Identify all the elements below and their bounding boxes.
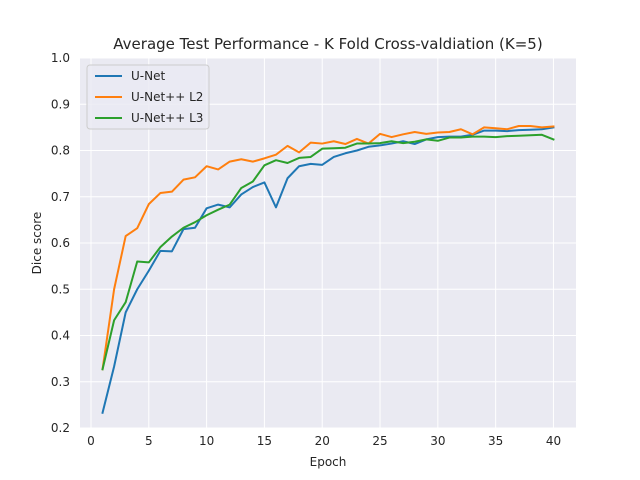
chart-title: Average Test Performance - K Fold Cross-… [113,35,542,53]
x-tick-label: 30 [430,434,445,448]
y-tick-label: 0.3 [51,375,70,389]
y-tick-label: 0.5 [51,282,70,296]
y-tick-label: 0.6 [51,236,70,250]
x-tick-label: 5 [145,434,153,448]
x-axis-label: Epoch [310,455,347,469]
y-tick-label: 0.4 [51,329,70,343]
series-lines [101,124,555,414]
series-line-u-net [101,126,555,414]
y-axis-label: Dice score [30,212,44,275]
x-tick-label: 10 [199,434,214,448]
series-line-u-netplusplus-l3 [101,133,555,371]
y-axis-ticks: 0.2 0.3 0.4 0.5 0.6 0.7 0.8 0.9 1.0 [51,51,70,435]
x-tick-label: 20 [315,434,330,448]
y-tick-label: 0.8 [51,144,70,158]
y-tick-label: 0.2 [51,421,70,435]
x-tick-label: 15 [257,434,272,448]
legend-label-u-net: U-Net [131,69,165,83]
y-tick-label: 0.7 [51,190,70,204]
series-line-u-netplusplus-l2 [101,124,555,371]
legend-box [86,64,210,130]
x-tick-label: 0 [87,434,95,448]
legend-label-u-netplusplus-l2: U-Net++ L2 [131,90,203,104]
x-tick-label: 40 [546,434,561,448]
x-axis-ticks: 0 5 10 15 20 25 30 35 40 [87,434,561,448]
y-tick-label: 0.9 [51,97,70,111]
legend: U-Net U-Net++ L2 U-Net++ L3 [86,64,210,130]
y-tick-label: 1.0 [51,51,70,65]
x-tick-label: 35 [488,434,503,448]
legend-label-u-netplusplus-l3: U-Net++ L3 [131,111,203,125]
x-tick-label: 25 [372,434,387,448]
